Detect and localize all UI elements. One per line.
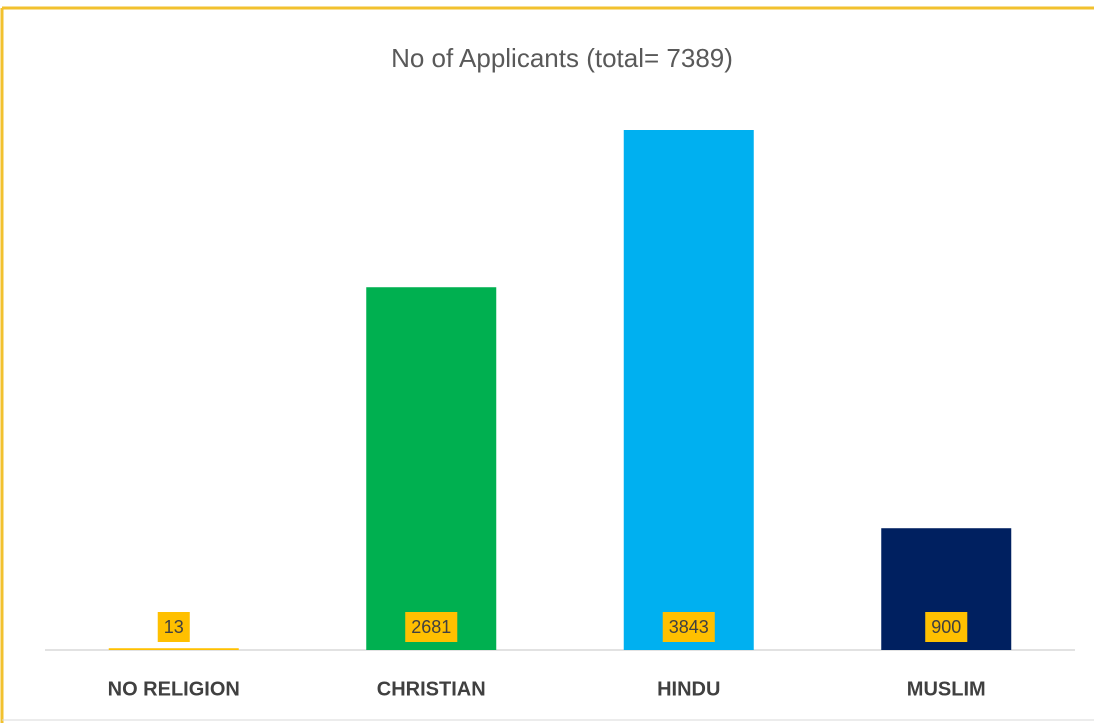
data-label-box (925, 612, 968, 642)
x-tick-label: MUSLIM (907, 678, 986, 700)
data-label-box (157, 612, 190, 642)
data-label-box (662, 612, 715, 642)
bar (366, 287, 497, 650)
bar (623, 130, 754, 650)
data-label: 13 (164, 617, 184, 637)
x-tick-label: HINDU (657, 678, 720, 700)
data-label: 3843 (669, 617, 709, 637)
data-label: 900 (931, 617, 961, 637)
data-label: 2681 (411, 617, 451, 637)
x-tick-label: NO RELIGION (108, 678, 240, 700)
data-label-box (405, 612, 458, 642)
bar (108, 648, 239, 650)
chart-title: No of Applicants (total= 7389) (391, 43, 733, 73)
x-tick-label: CHRISTIAN (377, 678, 486, 700)
